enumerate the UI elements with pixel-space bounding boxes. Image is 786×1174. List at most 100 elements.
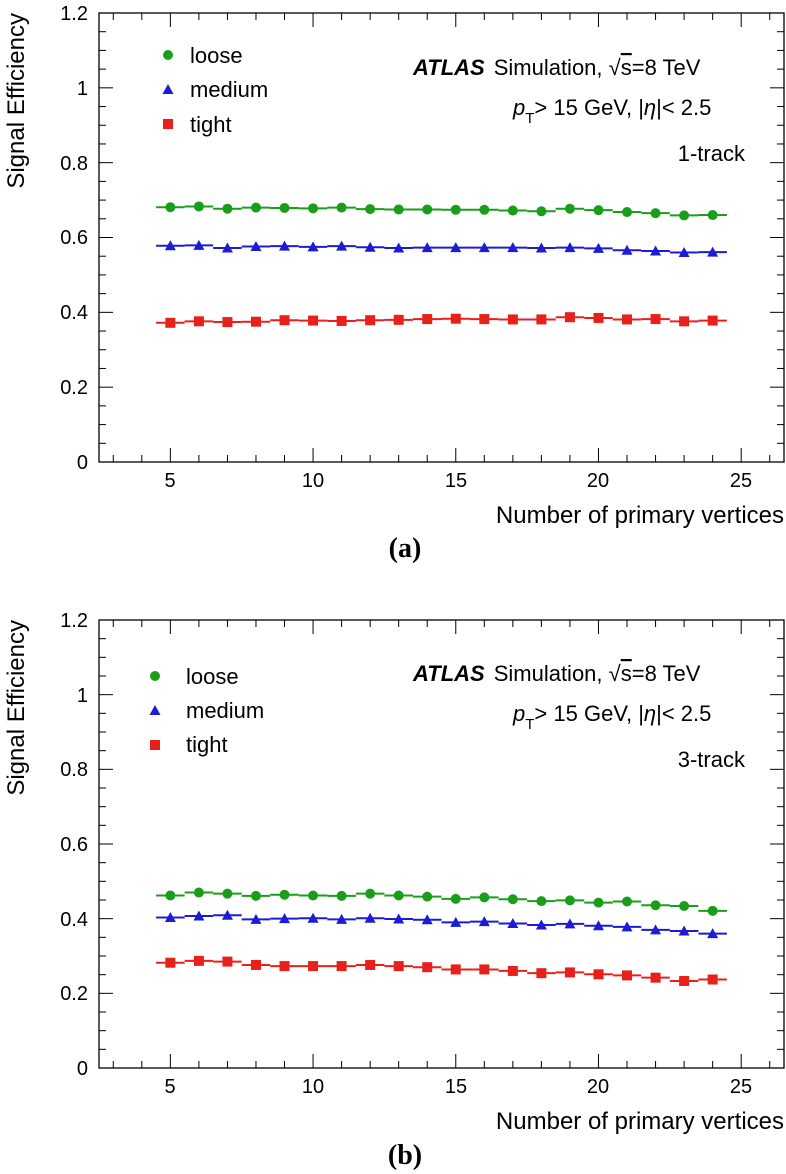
legend-label-tight: tight (190, 112, 232, 137)
x-tick-labels: 5 10 15 20 25 (164, 1076, 752, 1098)
tight-data-point (707, 315, 718, 326)
tight-data-point (707, 974, 718, 985)
y-tick-label: 1.2 (60, 3, 88, 25)
medium-data-point (364, 912, 376, 923)
medium-data-point (621, 244, 633, 255)
medium-data-point (221, 909, 233, 920)
y-tick-label: 1 (77, 78, 88, 100)
medium-data-point (307, 241, 319, 252)
medium-data-point (592, 920, 604, 931)
track-category-label: 1-track (678, 141, 746, 166)
loose-data-point (650, 208, 661, 219)
medium-data-point (507, 918, 519, 929)
medium-data-point (450, 916, 462, 927)
pt-symbol: p (512, 701, 525, 726)
tight-data-point (564, 967, 575, 978)
medium-data-point (307, 912, 319, 923)
tight-data-point (593, 312, 604, 323)
legend-marker-tight (163, 119, 173, 129)
medium-data-point (564, 242, 576, 253)
tight-data-point (365, 315, 376, 326)
x-tick-label: 20 (587, 470, 609, 492)
medium-data-point (707, 246, 719, 257)
medium-data-point (164, 240, 176, 251)
energy-label: =8 TeV (632, 55, 701, 80)
data-series (156, 201, 727, 328)
data-series (156, 887, 727, 987)
loose-data-point (308, 203, 319, 214)
tight-data-point (279, 961, 290, 972)
legend-label-medium: medium (186, 698, 264, 723)
loose-data-point (650, 900, 661, 911)
medium-data-point (535, 242, 547, 253)
tight-data-point (450, 964, 461, 975)
sqrt-s-label: s (621, 661, 632, 686)
tight-data-point (393, 961, 404, 972)
medium-data-point (564, 918, 576, 929)
sqrt-symbol: √ (609, 661, 622, 686)
y-tick-label: 0.6 (60, 227, 88, 249)
y-tick-label: 0 (77, 452, 88, 474)
tight-data-point (336, 961, 347, 972)
panel-b: 0 0.2 0.4 0.6 0.8 1 1.2 5 10 15 20 25 Nu… (3, 610, 785, 1171)
loose-data-point (165, 890, 176, 901)
y-tick-label: 0.2 (60, 983, 88, 1005)
energy-label: =8 TeV (632, 661, 701, 686)
medium-data-point (478, 916, 490, 927)
tight-data-point (250, 959, 261, 970)
tight-data-point (222, 317, 233, 328)
loose-data-point (536, 896, 547, 907)
medium-data-point (193, 239, 205, 250)
medium-data-point (393, 913, 405, 924)
pt-symbol: p (512, 95, 525, 120)
tight-data-point (536, 968, 547, 979)
x-tick-label: 5 (164, 1076, 175, 1098)
y-tick-label: 0.4 (60, 302, 88, 324)
tight-data-point (250, 316, 261, 327)
loose-data-point (336, 890, 347, 901)
pt-subscript: T (525, 716, 534, 733)
medium-data-point (364, 241, 376, 252)
y-tick-label: 1.2 (60, 610, 88, 632)
legend-label-loose: loose (186, 664, 239, 689)
loose-data-point (707, 905, 718, 916)
tight-data-point (679, 976, 690, 987)
tight-data-point (622, 970, 633, 981)
atlas-label-line: ATLAS Simulation, √s=8 TeV (412, 55, 701, 80)
x-tick-label: 20 (587, 1076, 609, 1098)
eta-cut-label: |< 2.5 (656, 701, 711, 726)
pt-cut-line: pT> 15 GeV, |η|< 2.5 (512, 701, 711, 733)
legend-marker-tight (150, 740, 160, 750)
panel-label: (b) (388, 1140, 422, 1171)
simulation-label: Simulation, (494, 661, 609, 686)
loose-data-point (393, 890, 404, 901)
tight-data-point (308, 315, 319, 326)
y-axis-title: Signal Efficiency (3, 13, 30, 189)
simulation-label: Simulation, (494, 55, 609, 80)
atlas-annotation: ATLAS Simulation, √s=8 TeV pT> 15 GeV, |η… (412, 661, 746, 772)
tight-data-point (422, 962, 433, 973)
medium-data-point (450, 242, 462, 253)
y-tick-label: 0.2 (60, 377, 88, 399)
tight-data-point (365, 959, 376, 970)
loose-data-point (479, 892, 490, 903)
legend-marker-loose (150, 671, 160, 681)
tight-data-point (479, 314, 490, 325)
tight-data-point (536, 314, 547, 325)
pt-cut-line: pT> 15 GeV, |η|< 2.5 (512, 95, 711, 127)
eta-cut-label: |< 2.5 (656, 95, 711, 120)
medium-data-point (421, 242, 433, 253)
tight-data-point (336, 315, 347, 326)
loose-data-point (707, 210, 718, 221)
medium-data-point (250, 240, 262, 251)
tight-data-point (193, 955, 204, 966)
medium-data-point (193, 910, 205, 921)
medium-data-point (678, 246, 690, 257)
loose-data-point (279, 889, 290, 900)
tight-data-point (564, 312, 575, 323)
medium-data-point (393, 242, 405, 253)
loose-data-point (193, 201, 204, 212)
tight-data-point (165, 957, 176, 968)
panel-label: (a) (389, 533, 422, 564)
loose-data-point (279, 202, 290, 213)
